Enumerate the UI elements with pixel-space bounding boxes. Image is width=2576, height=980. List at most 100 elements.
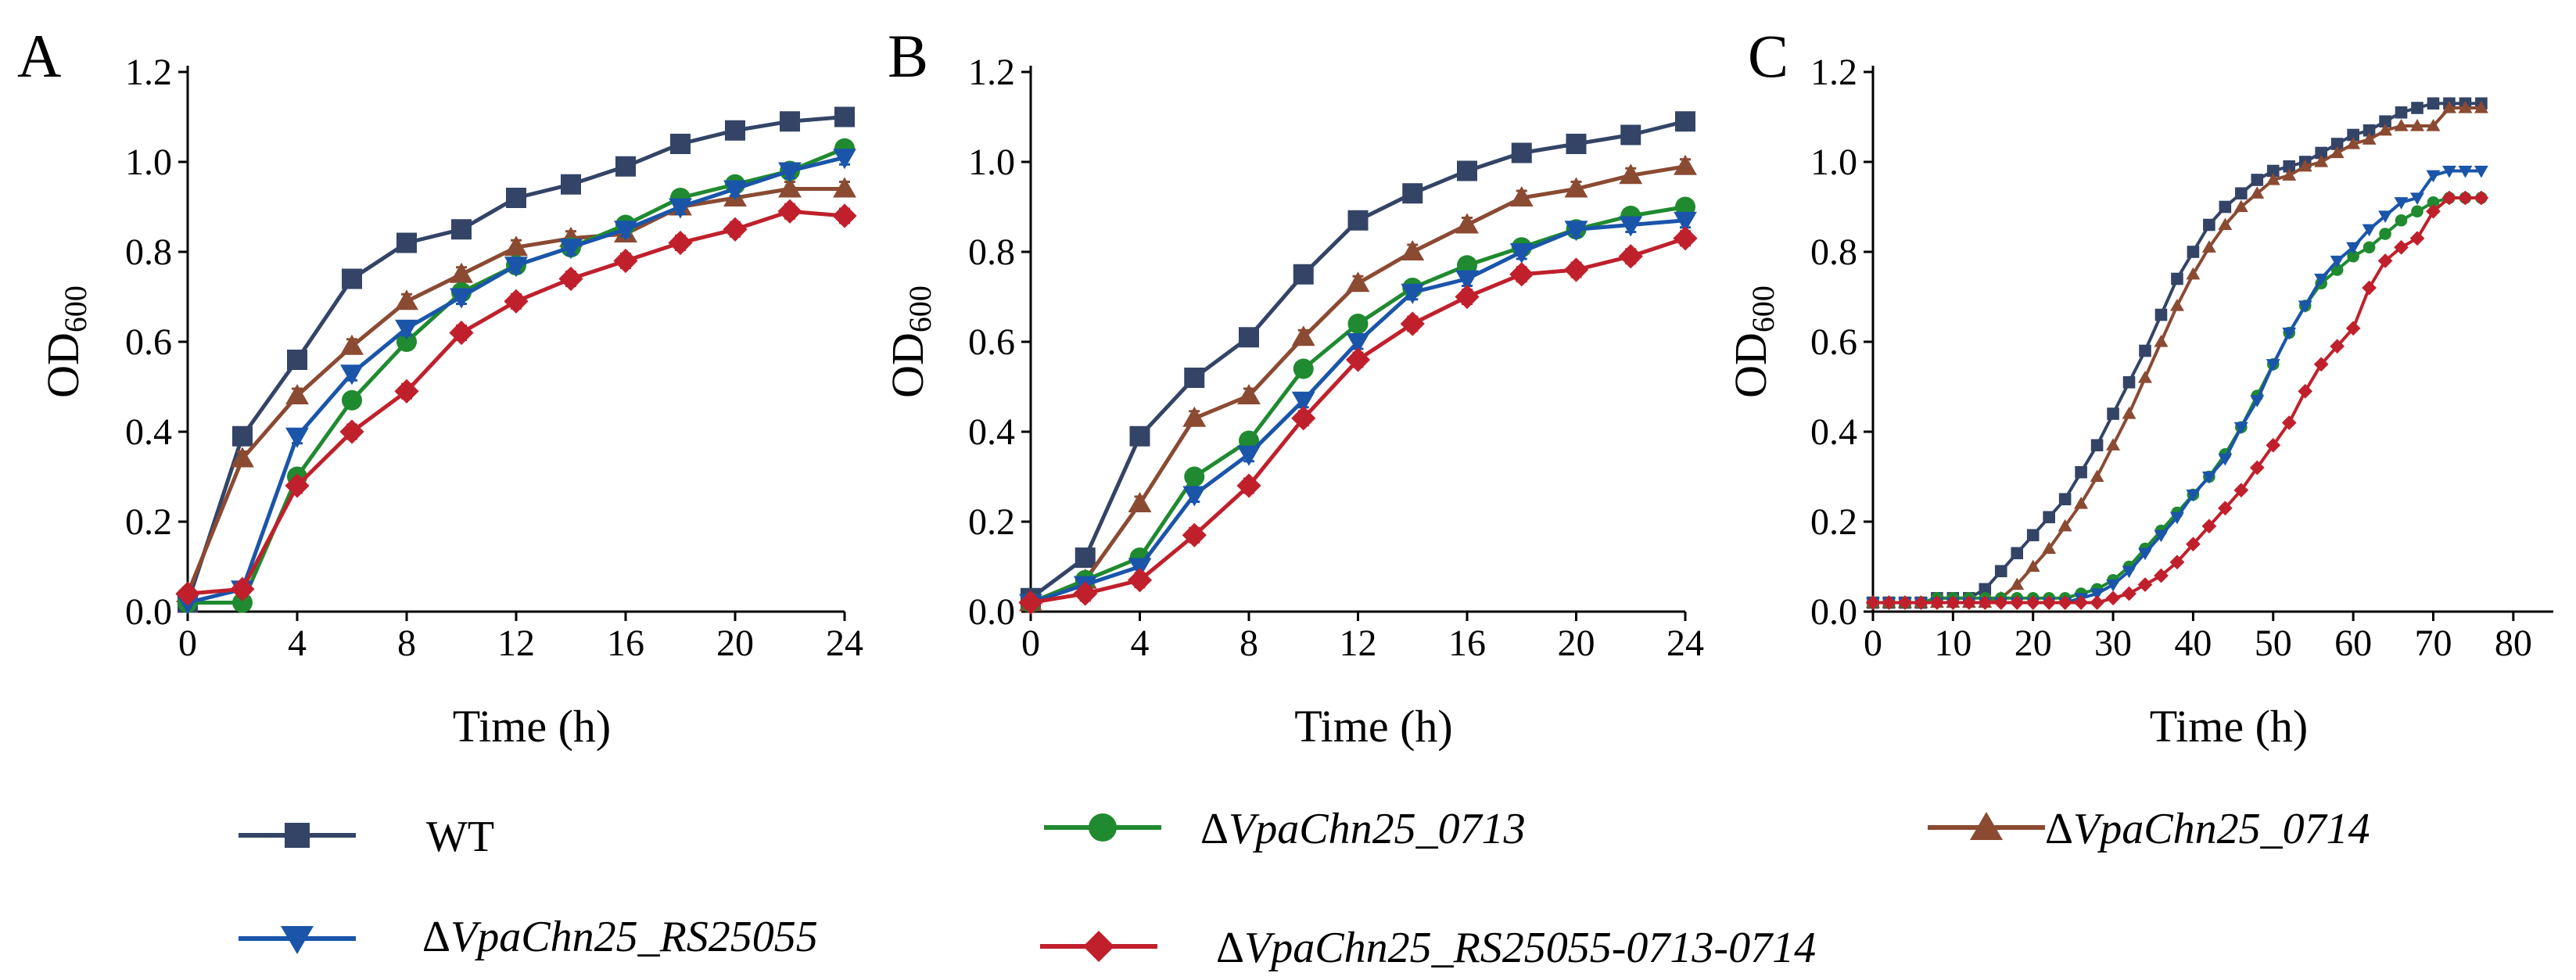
data-point [395, 319, 418, 340]
data-point [2042, 541, 2057, 555]
data-point [504, 257, 528, 278]
data-point [1977, 595, 1993, 610]
data-point [1564, 221, 1588, 242]
x-tick-label: 60 [2334, 623, 2372, 664]
panel-label: A [17, 22, 61, 90]
data-point [231, 447, 254, 468]
x-tick-label: 20 [2015, 623, 2052, 664]
data-point [2378, 123, 2393, 136]
data-point [2073, 595, 2089, 610]
data-point [1566, 134, 1587, 154]
data-point [2298, 300, 2312, 313]
legend-label: ΔVpaChn25_RS25055-0713-0714 [1216, 924, 1816, 972]
data-point [1509, 186, 1534, 207]
data-point [2394, 197, 2409, 210]
data-point [2330, 255, 2345, 268]
data-point [2411, 102, 2424, 114]
y-axis-title-main: OD [1725, 332, 1776, 398]
data-point [2458, 165, 2473, 178]
circle-marker-icon [1089, 813, 1117, 842]
data-point [2458, 190, 2473, 206]
data-point [1401, 240, 1425, 261]
data-point [2250, 395, 2265, 407]
data-point [2427, 196, 2440, 209]
data-point [342, 268, 362, 289]
data-point [2186, 267, 2201, 280]
data-point [1129, 425, 1150, 447]
data-point [2025, 595, 2041, 610]
x-tick-label: 50 [2255, 623, 2292, 664]
data-point [2409, 231, 2425, 246]
data-point [1882, 595, 1896, 610]
data-point [2362, 224, 2377, 237]
data-point [2298, 159, 2312, 172]
data-point [2171, 272, 2183, 285]
data-point [2427, 97, 2440, 110]
series-rs25055 [1019, 211, 1697, 615]
data-point [2090, 439, 2104, 452]
series-triple [1865, 190, 2489, 610]
data-point [2363, 124, 2376, 137]
x-tick-label: 0 [178, 623, 197, 664]
data-point [2283, 160, 2296, 173]
data-point [723, 180, 747, 201]
data-point [1127, 568, 1153, 593]
y-tick-label: 0.2 [968, 501, 1015, 543]
data-point [669, 198, 692, 219]
y-tick-label: 1.2 [968, 52, 1015, 93]
data-point [2410, 119, 2424, 131]
data-point [778, 177, 802, 198]
data-point [2138, 547, 2152, 561]
data-point [2041, 595, 2057, 610]
data-point [395, 289, 418, 311]
data-point [2090, 588, 2104, 601]
legend-item-triple: ΔVpaChn25_RS25055-0713-0714 [1040, 924, 1816, 972]
data-point [615, 156, 636, 177]
data-point [1184, 368, 1205, 388]
data-point [2233, 199, 2248, 213]
data-point [2026, 529, 2040, 542]
data-point [1182, 486, 1207, 507]
legend-item-wt: WT [239, 813, 494, 861]
x-tick-label: 80 [2495, 623, 2532, 664]
series-triple [175, 199, 857, 606]
series-line [1030, 164, 1686, 605]
x-tick-label: 10 [1934, 623, 1971, 664]
x-tick-label: 4 [288, 623, 307, 664]
data-point [2362, 280, 2377, 296]
data-point [1291, 325, 1315, 346]
data-point [2411, 205, 2424, 218]
x-tick-label: 12 [1340, 623, 1377, 664]
data-point [285, 384, 309, 405]
data-point [1400, 311, 1425, 336]
data-point [2009, 595, 2025, 610]
data-point [2122, 565, 2137, 579]
legend-label: ΔVpaChn25_RS25055 [422, 913, 818, 961]
legend-label: ΔVpaChn25_0714 [2045, 805, 2370, 853]
data-point [2169, 299, 2184, 311]
data-point [2249, 460, 2265, 476]
data-point [558, 266, 583, 292]
x-tick-label: 30 [2094, 623, 2132, 664]
x-tick-label: 20 [716, 623, 754, 664]
legend-item-rs25055: ΔVpaChn25_RS25055 [239, 913, 818, 961]
data-point [2347, 128, 2359, 142]
strain-name: VpaChn25_RS25055-0713-0714 [1244, 924, 1816, 972]
panel-label: C [1748, 22, 1788, 90]
data-point [2201, 519, 2217, 534]
data-point [2154, 568, 2169, 583]
data-point [2394, 119, 2409, 131]
data-point [2298, 383, 2313, 399]
data-point [2218, 217, 2233, 231]
data-point [175, 581, 200, 606]
data-point [2266, 164, 2280, 178]
data-point [1455, 270, 1479, 291]
data-point [1018, 590, 1043, 616]
data-point [2474, 190, 2489, 206]
x-tick-label: 4 [1131, 623, 1150, 664]
data-point [777, 199, 802, 224]
data-point [285, 427, 309, 448]
data-point [780, 111, 800, 132]
x-tick-label: 40 [2174, 623, 2212, 664]
legend: WT ΔVpaChn25_0713 ΔVpaChn25_0714 ΔVpaChn… [239, 805, 2370, 972]
